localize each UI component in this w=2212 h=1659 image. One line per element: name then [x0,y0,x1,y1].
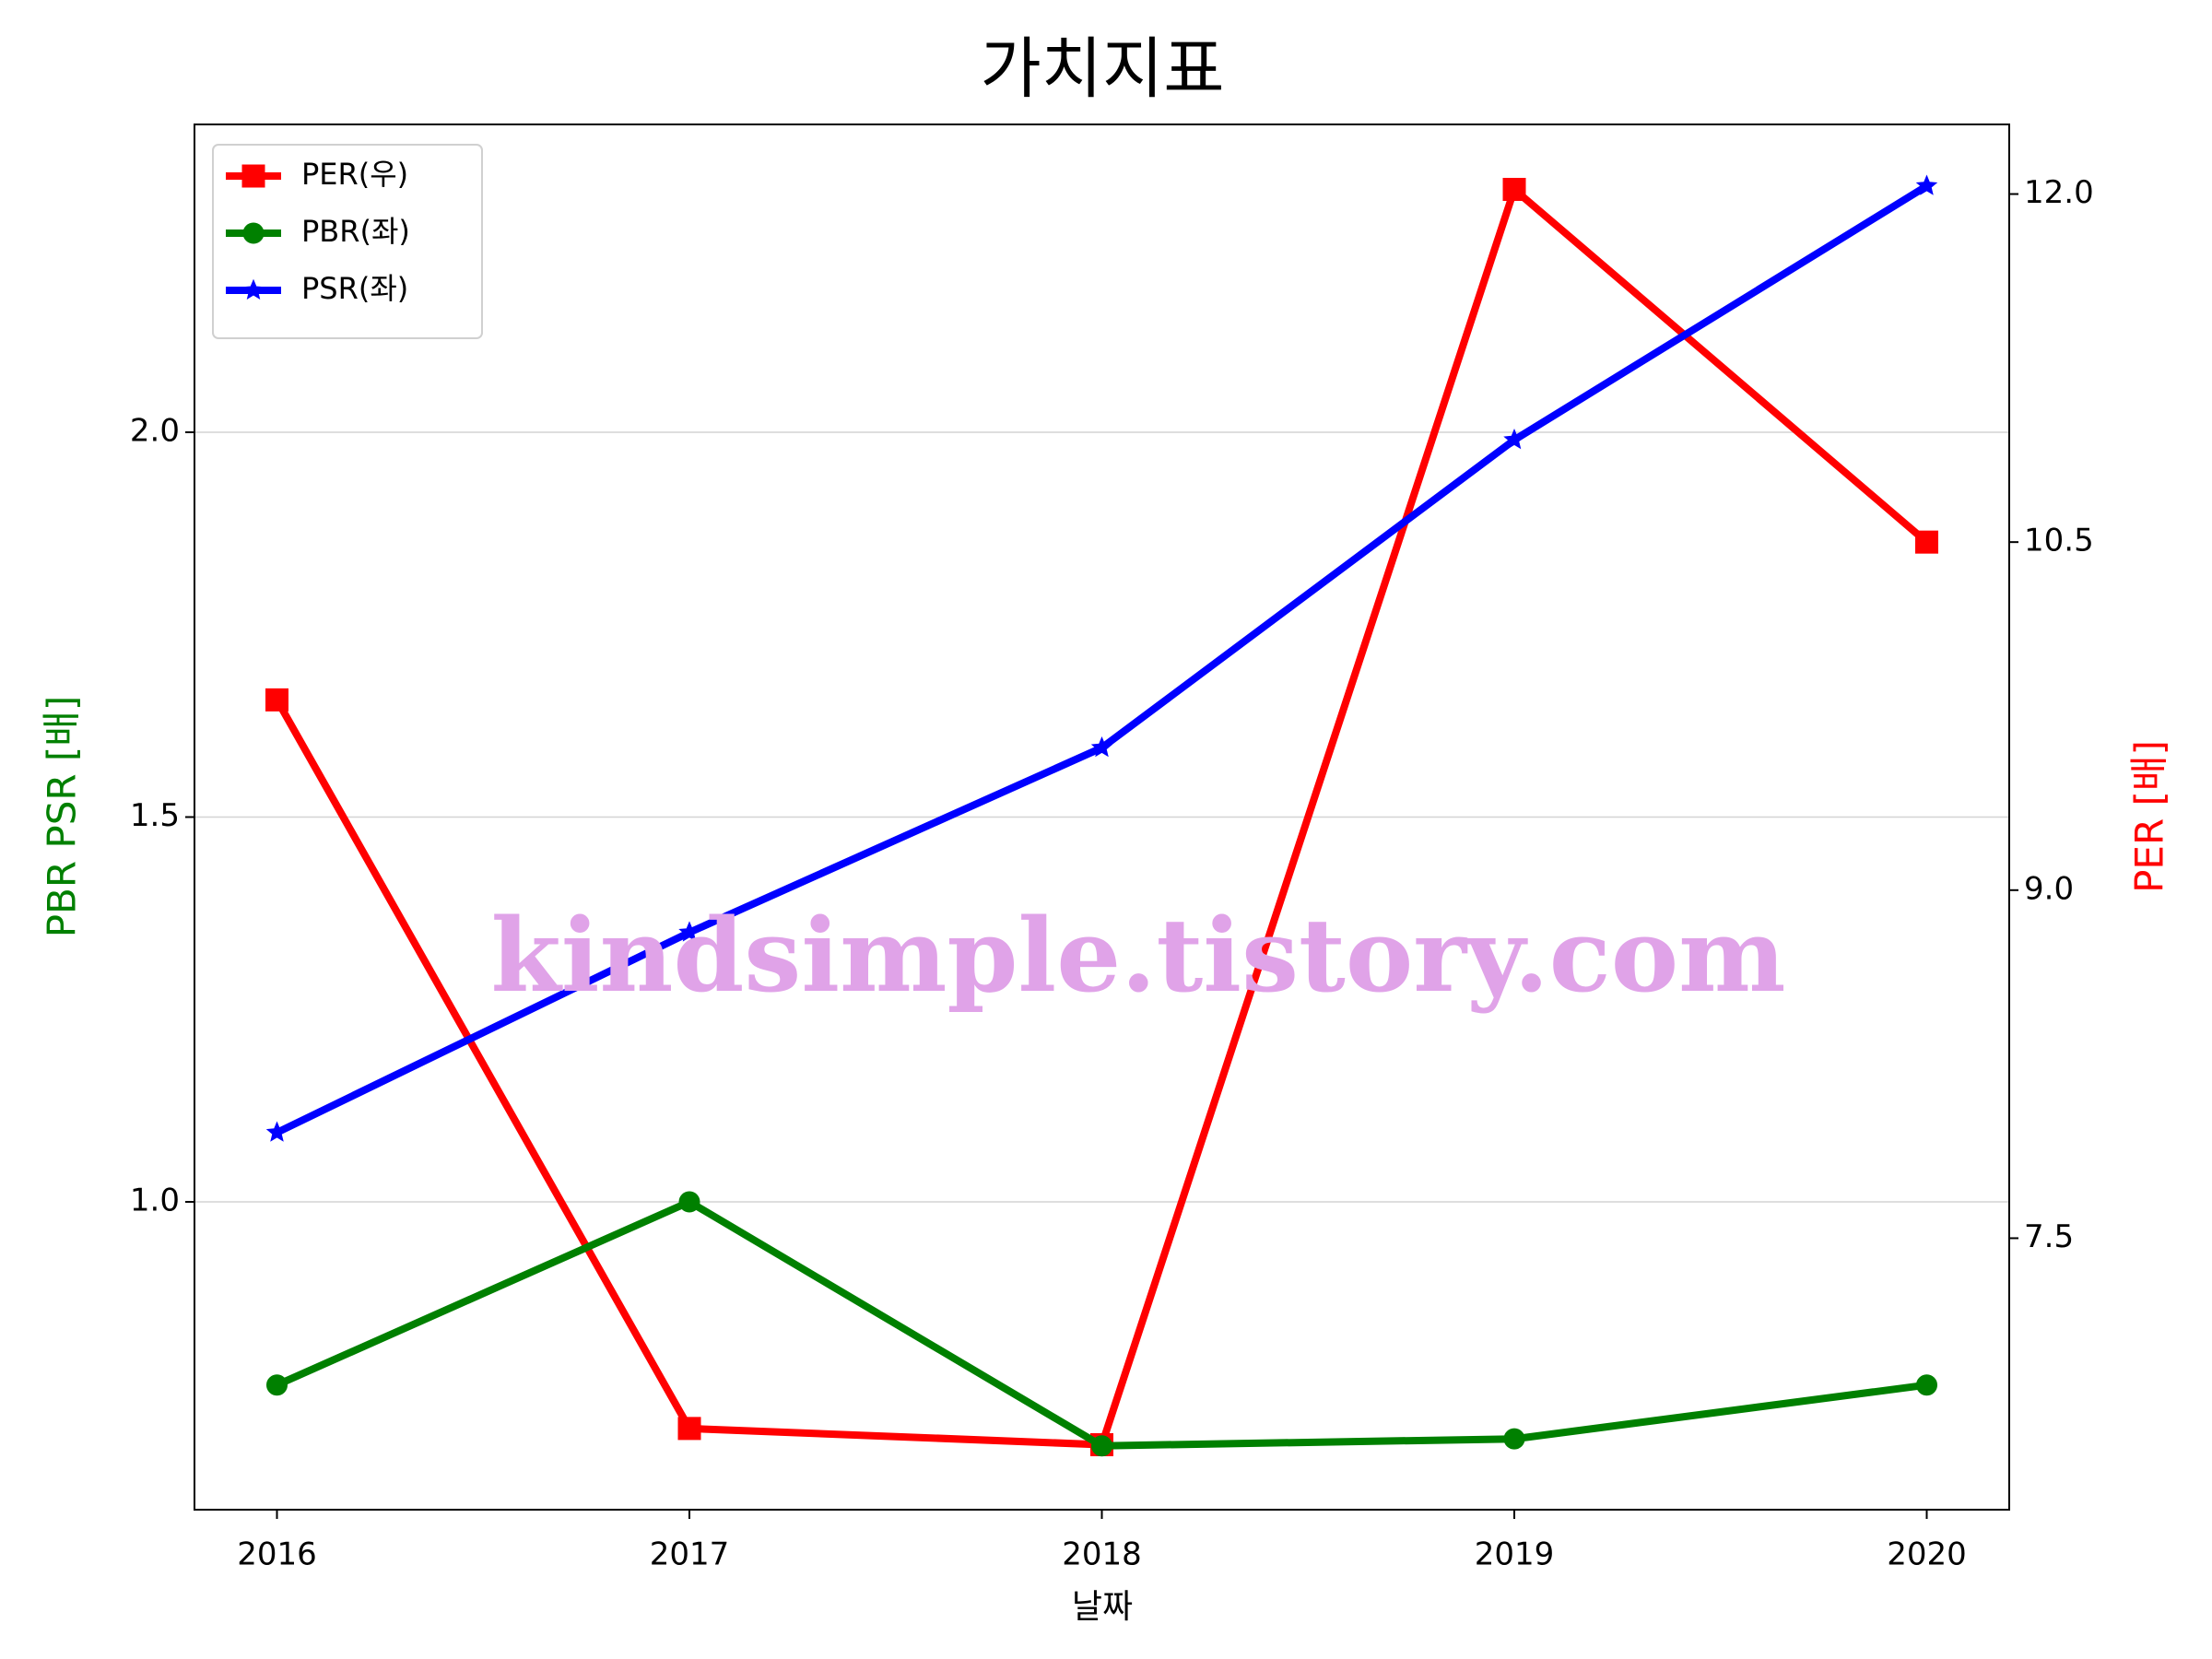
marker [1503,428,1525,450]
marker [265,688,288,712]
marker [1916,1374,1937,1396]
legend-marker [241,164,265,188]
x-tick-label: 2019 [1475,1536,1555,1573]
marker [1091,1435,1112,1457]
marker [1915,530,1938,554]
y2-tick-label: 12.0 [2024,174,2094,211]
marker [266,1374,288,1396]
marker [678,1191,700,1213]
y-axis-label: PBR PSR [배] [40,696,85,938]
y-tick-label: 2.0 [130,413,180,450]
plot-area [265,174,1938,1457]
marker [265,1121,288,1142]
y2-tick-label: 9.0 [2024,870,2074,907]
marker [678,921,700,942]
marker [677,1417,701,1441]
x-tick-label: 2018 [1062,1536,1142,1573]
x-axis-label: 날짜 [1072,1588,1133,1626]
y-tick-label: 1.0 [130,1182,180,1219]
watermark: kindsimple.tistory.com [491,896,1786,1015]
grid [194,431,2009,1203]
y-tick-label: 1.5 [130,797,180,834]
y2-tick-label: 7.5 [2024,1218,2074,1255]
x-tick-label: 2017 [650,1536,730,1573]
y2-tick-label: 10.5 [2024,523,2094,559]
legend-label: PBR(좌) [301,214,410,249]
marker [1915,174,1938,195]
marker [1502,177,1526,201]
legend: PER(우) PBR(좌) PSR(좌) [212,144,483,339]
legend-label: PSR(좌) [301,271,408,306]
marker [1090,735,1113,758]
chart-title: 가치지표 [981,30,1225,108]
marker [1503,1428,1525,1450]
legend-marker [242,222,265,244]
y2-axis-label: PER [배] [2127,740,2172,893]
legend-label: PER(우) [301,157,408,192]
x-tick-label: 2016 [237,1536,317,1573]
x-tick-label: 2020 [1887,1536,1967,1573]
legend-marker [242,278,265,300]
